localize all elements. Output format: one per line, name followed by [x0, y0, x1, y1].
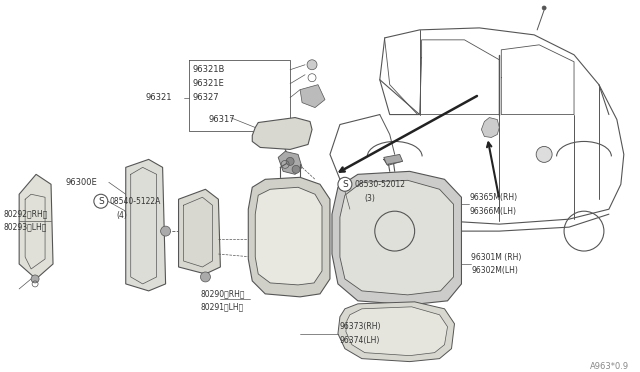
Circle shape — [307, 60, 317, 70]
Circle shape — [542, 6, 546, 10]
Text: 96366M(LH): 96366M(LH) — [469, 207, 516, 216]
Text: 96317: 96317 — [209, 115, 235, 124]
Circle shape — [338, 177, 352, 191]
Circle shape — [536, 147, 552, 162]
Polygon shape — [332, 171, 461, 305]
Polygon shape — [384, 154, 403, 164]
Text: 96365M(RH): 96365M(RH) — [469, 193, 518, 202]
Text: 80292〈RH〉: 80292〈RH〉 — [3, 210, 47, 219]
Polygon shape — [340, 180, 454, 295]
Text: 80290〈RH〉: 80290〈RH〉 — [200, 289, 245, 298]
Polygon shape — [248, 177, 330, 297]
Text: (4): (4) — [116, 211, 127, 220]
Circle shape — [292, 166, 300, 173]
Text: 96321E: 96321E — [193, 79, 224, 88]
Polygon shape — [338, 302, 454, 362]
Text: 96373(RH): 96373(RH) — [340, 322, 381, 331]
Text: 96321: 96321 — [146, 93, 172, 102]
Text: 96327: 96327 — [193, 93, 219, 102]
Polygon shape — [19, 174, 53, 279]
Text: (3): (3) — [365, 194, 376, 203]
Text: 96302M(LH): 96302M(LH) — [472, 266, 518, 275]
Text: 08530-52012: 08530-52012 — [355, 180, 406, 189]
Polygon shape — [252, 118, 312, 150]
Text: 96374(LH): 96374(LH) — [340, 336, 380, 345]
Text: S: S — [342, 180, 348, 189]
Circle shape — [200, 272, 211, 282]
Text: A963*0.9: A963*0.9 — [589, 362, 629, 371]
Polygon shape — [481, 118, 499, 138]
Circle shape — [161, 226, 171, 236]
Text: 96321B: 96321B — [193, 65, 225, 74]
Circle shape — [286, 157, 294, 166]
Polygon shape — [346, 307, 447, 356]
Text: S: S — [98, 197, 104, 206]
Text: 80293〈LH〉: 80293〈LH〉 — [3, 222, 47, 232]
Polygon shape — [125, 159, 166, 291]
Text: 08540-5122A: 08540-5122A — [110, 197, 161, 206]
Polygon shape — [179, 189, 220, 274]
Polygon shape — [278, 151, 302, 174]
Text: 96300E: 96300E — [66, 178, 98, 187]
Text: 80291〈LH〉: 80291〈LH〉 — [200, 302, 244, 311]
Polygon shape — [255, 187, 322, 285]
Circle shape — [94, 194, 108, 208]
Text: 96301M (RH): 96301M (RH) — [472, 253, 522, 262]
Polygon shape — [300, 85, 325, 108]
Circle shape — [31, 275, 39, 283]
